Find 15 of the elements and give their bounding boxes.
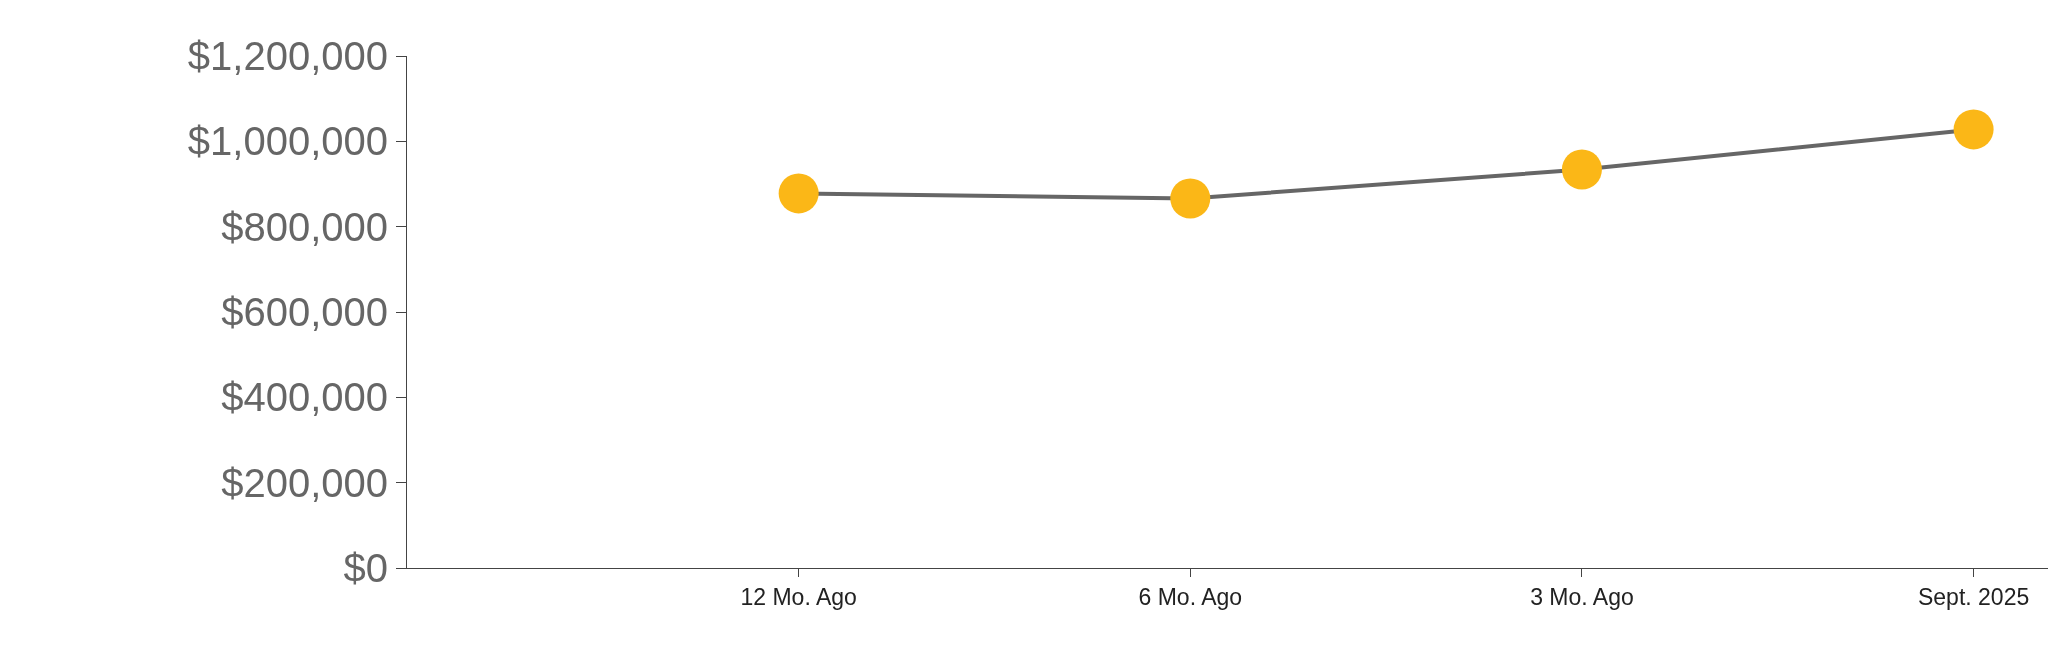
x-tick-label: Sept. 2025 (1917, 583, 2030, 610)
y-tick-label: $0 (343, 546, 388, 590)
point (1953, 109, 1994, 150)
point (1170, 178, 1211, 219)
y-tick-label: $1,000,000 (187, 119, 388, 164)
point (778, 173, 819, 214)
y-tick-label: $600,000 (221, 290, 388, 334)
x-tick-label: 6 Mo. Ago (1138, 583, 1243, 610)
y-tick-label: $1,200,000 (187, 34, 388, 78)
y-tick-label: $200,000 (221, 460, 388, 505)
x-tick-label: 3 Mo. Ago (1530, 583, 1634, 610)
y-tick-label: $400,000 (221, 375, 388, 420)
x-tick-label: 12 Mo. Ago (740, 583, 857, 610)
y-tick-label: $800,000 (221, 204, 388, 249)
point (1561, 149, 1602, 190)
